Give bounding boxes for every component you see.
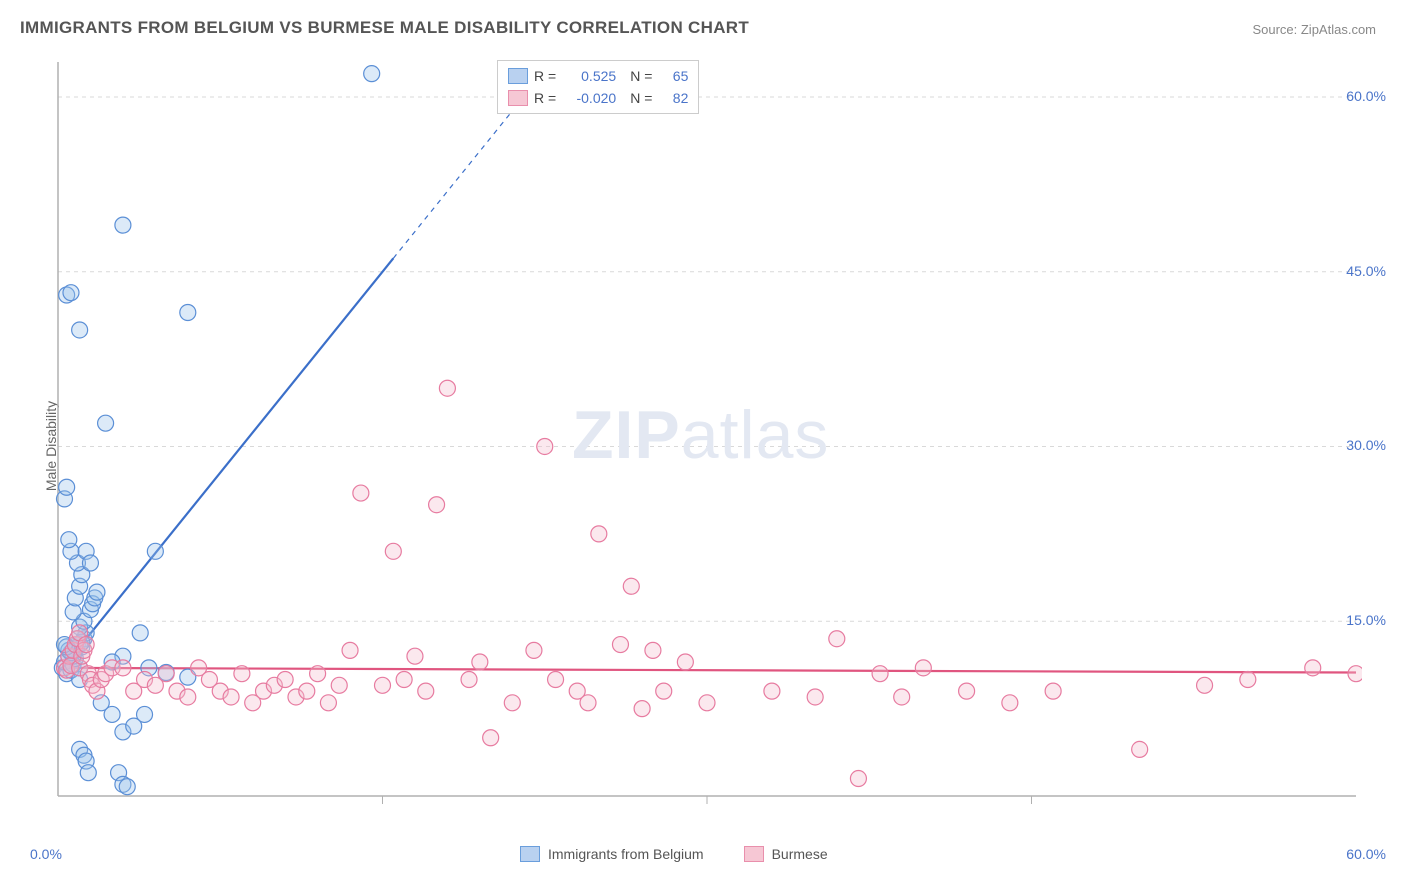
legend-series: Immigrants from Belgium Burmese: [520, 846, 828, 862]
y-tick-15: 15.0%: [1346, 612, 1386, 628]
n-label: N =: [630, 68, 652, 84]
r-value: -0.020: [562, 90, 616, 106]
y-tick-60: 60.0%: [1346, 88, 1386, 104]
legend-item: Burmese: [744, 846, 828, 862]
plot-area: ZIPatlas R =0.525N =65R =-0.020N =82: [52, 56, 1362, 826]
x-axis-max-label: 60.0%: [1346, 846, 1386, 862]
legend-label: Burmese: [772, 846, 828, 862]
n-value: 65: [658, 68, 688, 84]
r-value: 0.525: [562, 68, 616, 84]
legend-swatch: [508, 90, 528, 106]
legend-swatch: [508, 68, 528, 84]
n-label: N =: [630, 90, 652, 106]
legend-item: Immigrants from Belgium: [520, 846, 704, 862]
legend-stats: R = 0.525 N = 65 R = -0.020 N = 82: [497, 60, 699, 114]
y-tick-45: 45.0%: [1346, 263, 1386, 279]
legend-swatch: [520, 846, 540, 862]
y-tick-30: 30.0%: [1346, 437, 1386, 453]
legend-label: Immigrants from Belgium: [548, 846, 704, 862]
chart-title: IMMIGRANTS FROM BELGIUM VS BURMESE MALE …: [20, 18, 749, 38]
source-attribution: Source: ZipAtlas.com: [1252, 22, 1376, 37]
legend-stats-row: R = 0.525 N = 65: [508, 65, 688, 87]
r-label: R =: [534, 90, 556, 106]
x-axis-min-label: 0.0%: [30, 846, 62, 862]
r-label: R =: [534, 68, 556, 84]
legend-stats-row: R = -0.020 N = 82: [508, 87, 688, 109]
n-value: 82: [658, 90, 688, 106]
legend-swatch: [744, 846, 764, 862]
scatter-chart: [52, 56, 1362, 826]
